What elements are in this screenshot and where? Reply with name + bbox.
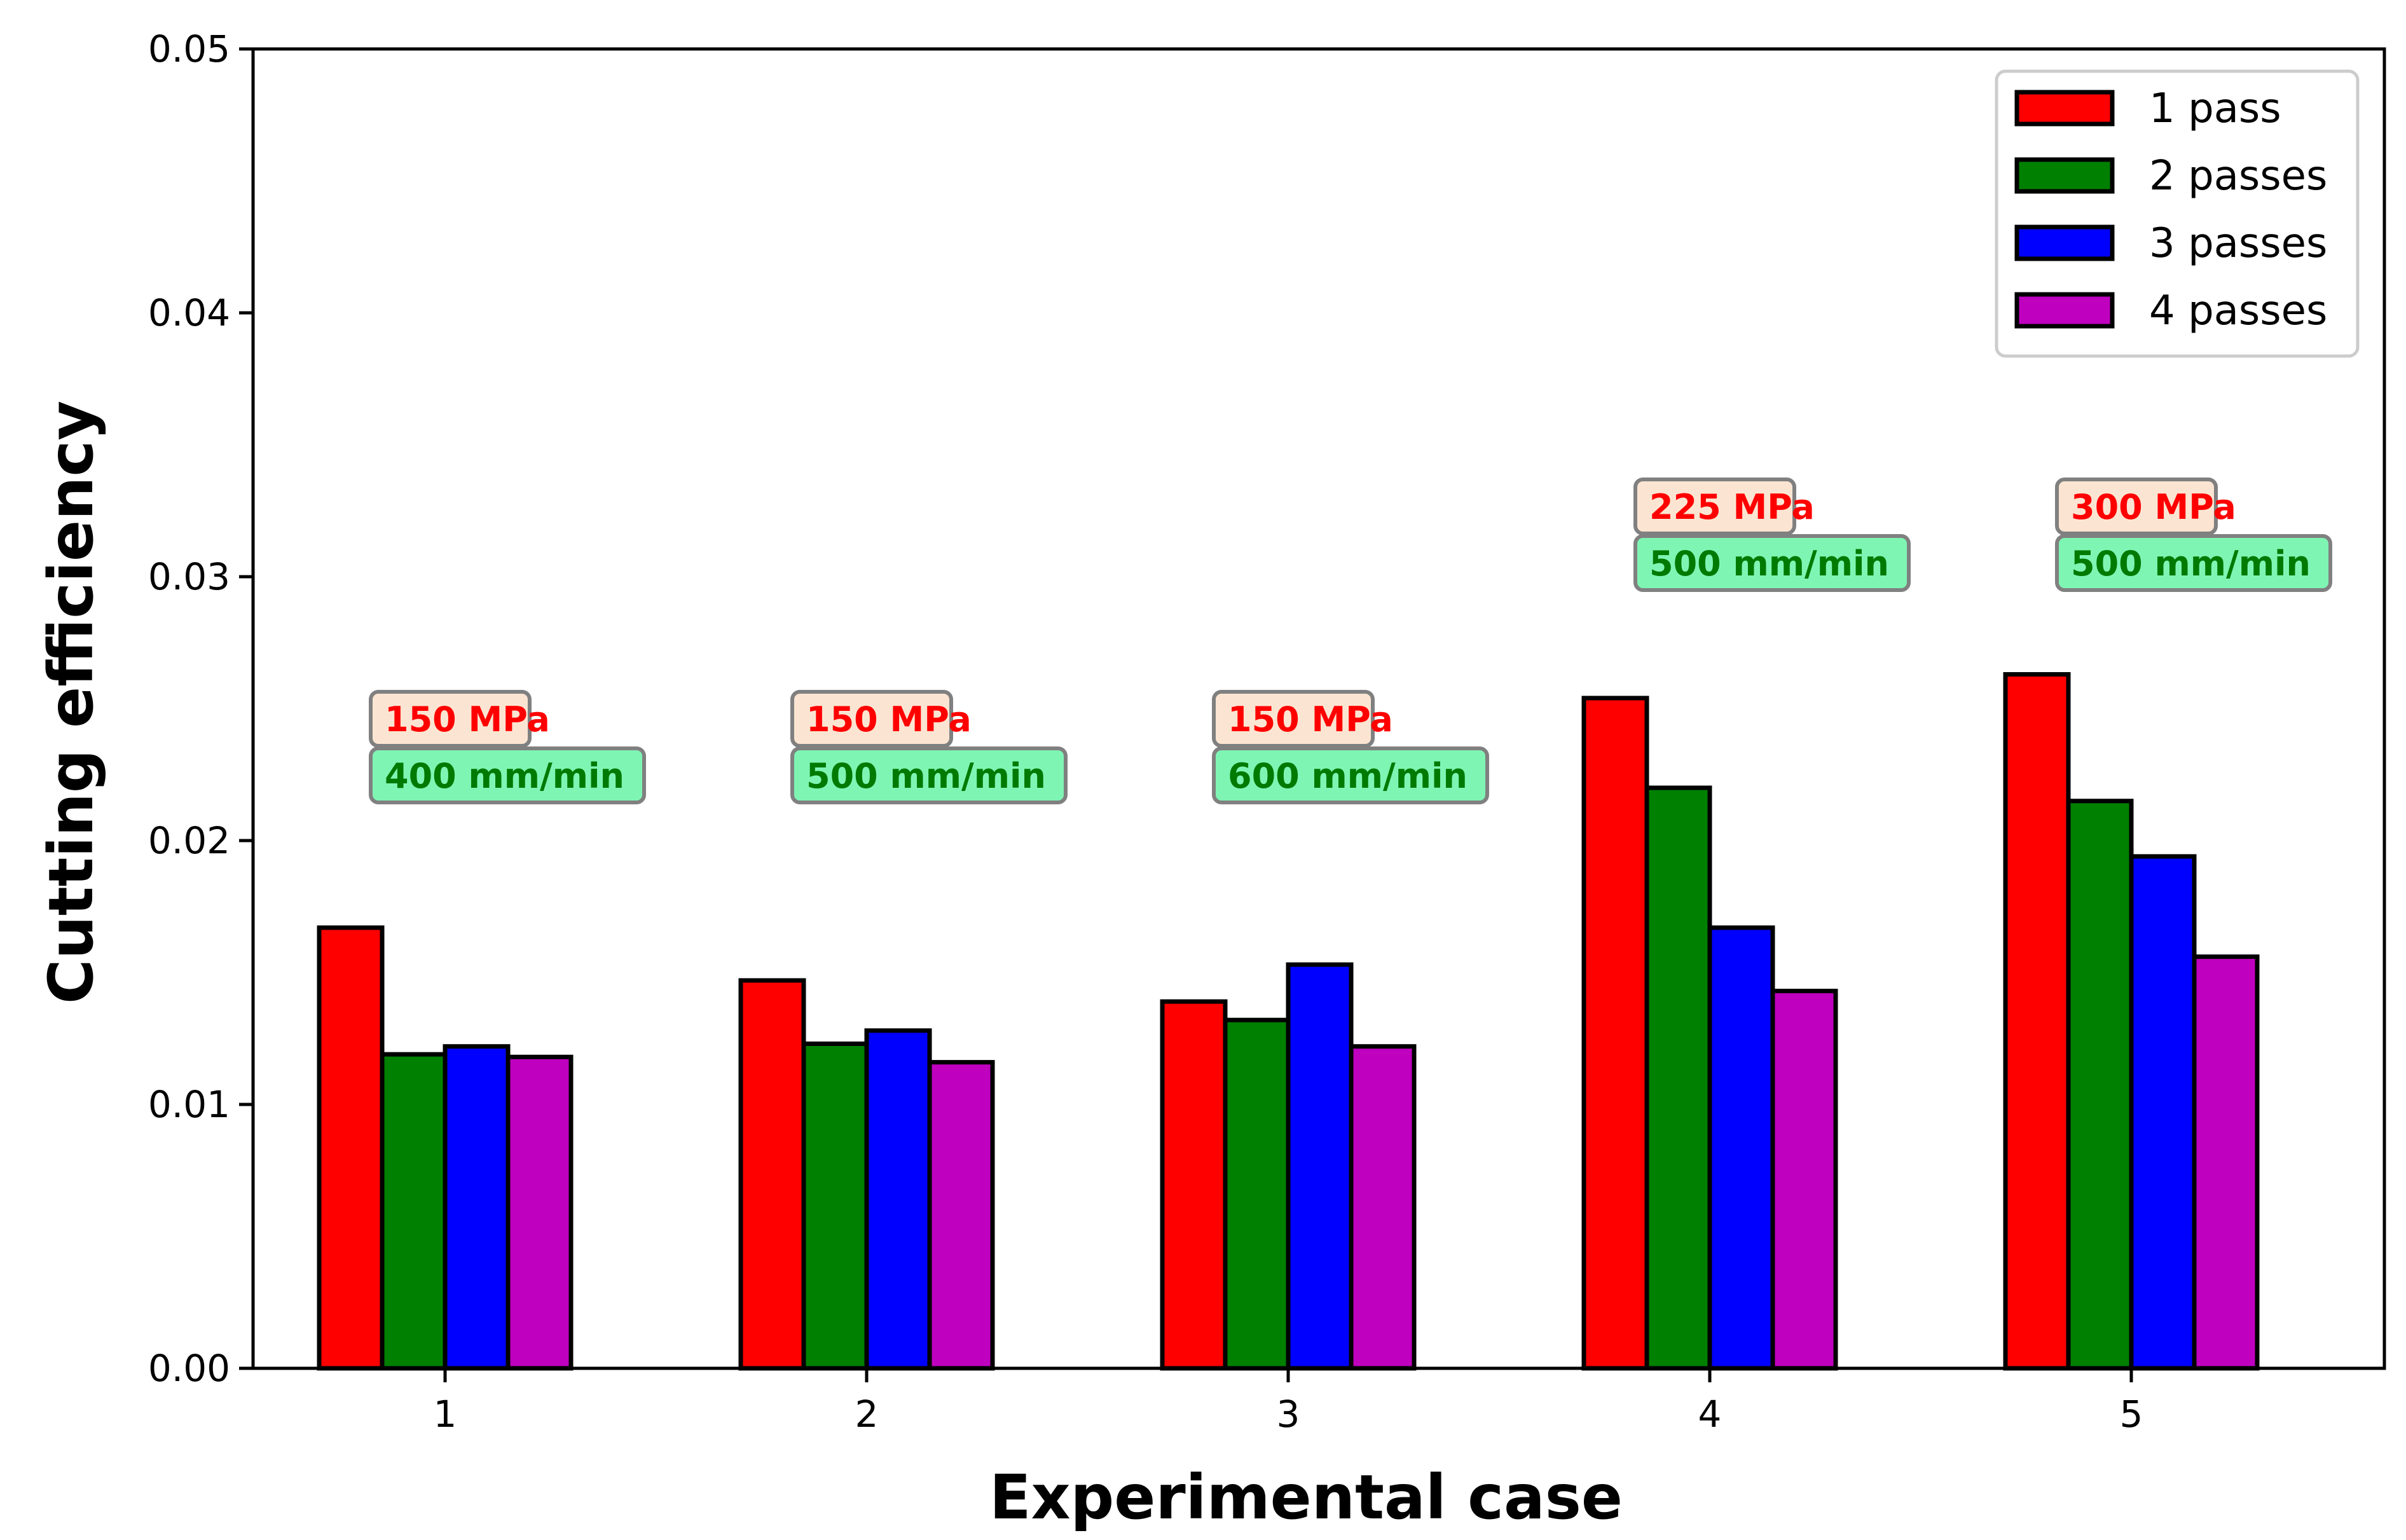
feed-label-case-4: 500 mm/min <box>1633 534 1911 592</box>
legend-item: 3 passes <box>2014 220 2327 267</box>
legend-item: 4 passes <box>2014 287 2327 334</box>
y-tick-label: 0.00 <box>148 1347 230 1390</box>
bar-3-passes-case-2 <box>864 1028 932 1371</box>
pressure-label-case-2: 150 MPa <box>790 690 972 748</box>
bar-3-passes-case-5 <box>2129 854 2197 1371</box>
legend-swatch <box>2014 90 2115 127</box>
pressure-label-case-2-box <box>790 690 953 748</box>
legend-label: 4 passes <box>2149 287 2327 334</box>
pressure-label-case-5-box <box>2055 478 2218 535</box>
legend-label: 3 passes <box>2149 220 2327 267</box>
legend-label: 2 passes <box>2149 153 2327 200</box>
y-axis: 0.00 0.01 0.02 0.03 0.04 0.05 <box>148 27 253 1390</box>
x-tick-label: 4 <box>1698 1392 1722 1436</box>
bar-2-passes-case-1 <box>380 1052 448 1371</box>
bar-1-pass-case-1 <box>317 925 385 1371</box>
bar-3-passes-case-3 <box>1286 962 1354 1371</box>
bar-2-passes-case-3 <box>1223 1017 1291 1371</box>
y-tick-label: 0.01 <box>148 1083 230 1126</box>
bar-1-pass-case-5 <box>2003 672 2071 1371</box>
pressure-label-case-4-text: 225 MPa <box>1649 487 1815 527</box>
bars <box>317 672 2260 1371</box>
bar-2-passes-case-4 <box>1644 785 1712 1371</box>
pressure-label-case-5-text: 300 MPa <box>2071 487 2236 527</box>
feed-label-case-2: 500 mm/min <box>790 746 1068 804</box>
bar-3-passes-case-4 <box>1707 925 1775 1371</box>
legend-swatch <box>2014 224 2115 261</box>
pressure-label-case-2-text: 150 MPa <box>806 699 972 739</box>
x-axis: 1 2 3 4 5 <box>434 1368 2143 1436</box>
bar-3-passes-case-1 <box>443 1044 511 1371</box>
legend-swatch <box>2014 292 2115 329</box>
legend-swatch <box>2014 157 2115 194</box>
feed-label-case-4-box <box>1633 534 1911 592</box>
bar-1-pass-case-3 <box>1160 999 1228 1371</box>
x-tick-label: 1 <box>434 1392 457 1436</box>
y-tick-label: 0.05 <box>148 27 230 71</box>
pressure-label-case-1: 150 MPa <box>369 690 550 748</box>
feed-label-case-3-box <box>1212 746 1489 804</box>
pressure-label-case-3-text: 150 MPa <box>1228 699 1393 739</box>
x-tick-label: 5 <box>2120 1392 2143 1436</box>
feed-label-case-3: 600 mm/min <box>1212 746 1489 804</box>
feed-label-case-5-text: 500 mm/min <box>2071 544 2311 584</box>
feed-label-case-3-text: 600 mm/min <box>1228 756 1468 796</box>
legend-item: 1 pass <box>2014 85 2281 132</box>
feed-label-case-2-text: 500 mm/min <box>806 756 1046 796</box>
bar-1-pass-case-4 <box>1581 696 1649 1371</box>
pressure-label-case-4: 225 MPa <box>1633 478 1815 535</box>
pressure-label-case-5: 300 MPa <box>2055 478 2236 535</box>
pressure-label-case-1-box <box>369 690 532 748</box>
feed-label-case-2-box <box>790 746 1068 804</box>
x-tick-label: 2 <box>855 1392 879 1436</box>
plot-frame <box>251 47 2386 1370</box>
bar-2-passes-case-2 <box>801 1042 869 1371</box>
pressure-label-case-1-text: 150 MPa <box>385 699 550 739</box>
feed-label-case-1-box <box>369 746 646 804</box>
legend-item: 2 passes <box>2014 153 2327 200</box>
pressure-label-case-3-box <box>1212 690 1375 748</box>
y-axis-title: Cutting efficiency <box>36 401 107 1004</box>
bar-4-passes-case-2 <box>927 1060 995 1371</box>
bar-2-passes-case-5 <box>2066 799 2134 1371</box>
pressure-label-case-3: 150 MPa <box>1212 690 1393 748</box>
bar-1-pass-case-2 <box>738 978 806 1371</box>
legend-label: 1 pass <box>2149 85 2281 132</box>
y-tick-label: 0.02 <box>148 819 230 862</box>
x-axis-title: Experimental case <box>989 1462 1623 1533</box>
feed-label-case-5-box <box>2055 534 2332 592</box>
bar-4-passes-case-5 <box>2192 954 2260 1371</box>
x-tick-label: 3 <box>1277 1392 1300 1436</box>
bar-4-passes-case-1 <box>505 1054 574 1371</box>
bar-4-passes-case-3 <box>1349 1044 1417 1371</box>
bar-4-passes-case-4 <box>1770 989 1838 1371</box>
feed-label-case-5: 500 mm/min <box>2055 534 2332 592</box>
feed-label-case-1-text: 400 mm/min <box>385 756 624 796</box>
feed-label-case-1: 400 mm/min <box>369 746 646 804</box>
y-tick-label: 0.03 <box>148 555 230 598</box>
legend-frame <box>1995 69 2360 358</box>
pressure-label-case-4-box <box>1633 478 1796 535</box>
feed-label-case-4-text: 500 mm/min <box>1649 544 1889 584</box>
annotations: 150 MPa 400 mm/min 150 MPa 500 mm/min 150 MP… <box>369 478 2332 804</box>
legend: 1 pass 2 passes 3 passes 4 passes <box>1995 69 2360 358</box>
y-tick-label: 0.04 <box>148 291 230 334</box>
